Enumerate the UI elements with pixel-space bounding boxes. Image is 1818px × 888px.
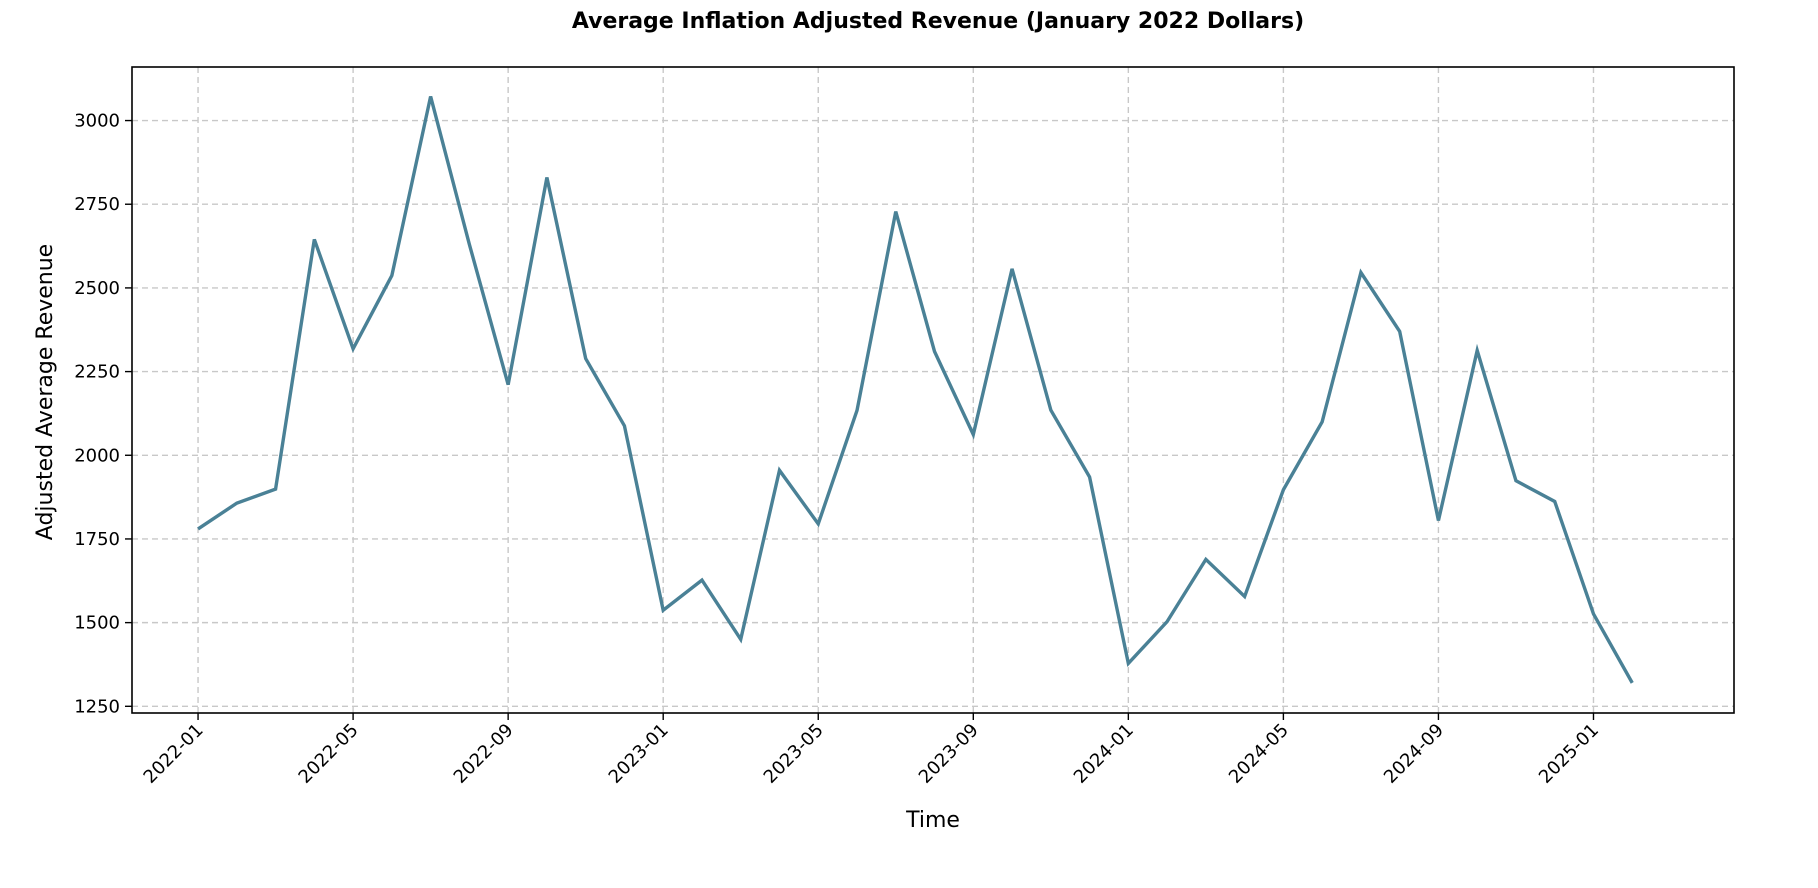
x-tick-label: 2022-09 xyxy=(450,720,518,788)
x-tick-label: 2022-05 xyxy=(295,720,363,788)
series-group xyxy=(197,96,1634,684)
x-tick-label: 2022-01 xyxy=(140,720,208,788)
chart-title: Average Inflation Adjusted Revenue (Janu… xyxy=(572,9,1304,34)
y-tick-label: 1500 xyxy=(74,613,120,634)
x-tick-label: 2023-05 xyxy=(760,720,828,788)
y-tick-label: 2750 xyxy=(74,194,120,215)
x-tick-label: 2025-01 xyxy=(1535,720,1603,788)
y-axis: 1250 1500 1750 2000 2250 2500 2750 3000 xyxy=(74,111,132,717)
y-tick-label: 3000 xyxy=(74,111,120,132)
plot-frame xyxy=(131,66,1735,714)
x-tick-label: 2024-01 xyxy=(1070,720,1138,788)
y-axis-label: Adjusted Average Revenue xyxy=(33,244,58,540)
y-tick-label: 1750 xyxy=(74,529,120,550)
x-axis: 2022-01 2022-05 2022-09 2023-01 2023-05 2023-… xyxy=(140,713,1603,788)
y-tick-label: 1250 xyxy=(74,696,120,717)
x-gridlines xyxy=(197,67,1595,713)
y-tick-label: 2250 xyxy=(74,362,120,383)
x-tick-label: 2024-09 xyxy=(1380,720,1448,788)
x-axis-label: Time xyxy=(905,808,960,833)
x-tick-label: 2023-09 xyxy=(915,720,983,788)
series-line xyxy=(197,96,1634,684)
y-gridlines xyxy=(132,119,1734,708)
y-tick-label: 2500 xyxy=(74,278,120,299)
x-tick-label: 2024-05 xyxy=(1225,720,1293,788)
y-tick-label: 2000 xyxy=(74,445,120,466)
x-tick-label: 2023-01 xyxy=(605,720,673,788)
